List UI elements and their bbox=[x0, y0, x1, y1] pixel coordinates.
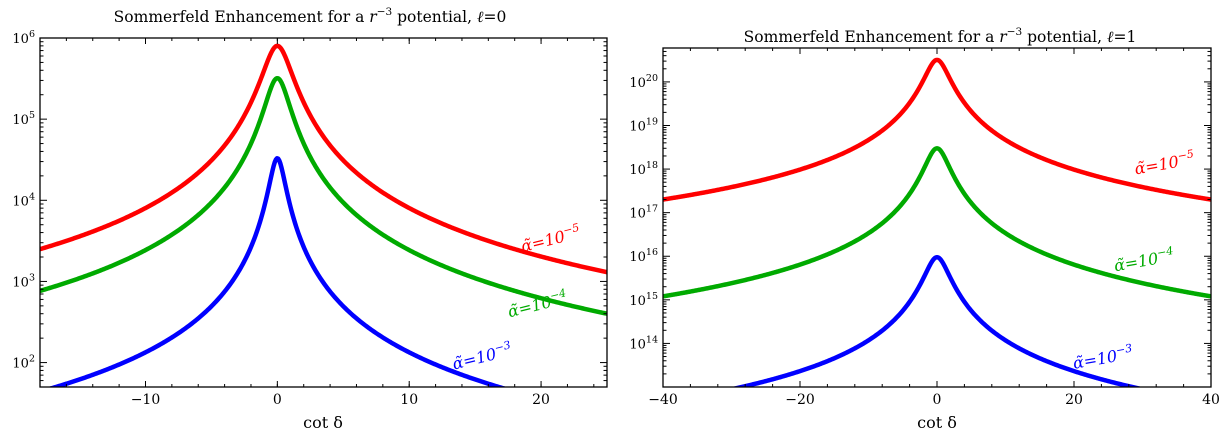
y-tick-label: 104 bbox=[12, 191, 35, 209]
x-axis-ticks: −10 0 10 20 bbox=[39, 38, 595, 408]
series-line-2 bbox=[731, 254, 1143, 387]
title-r: r bbox=[369, 8, 378, 26]
x-tick-label: −20 bbox=[785, 392, 815, 408]
series-labels: α̃=10−5 α̃=10−4 α̃=10−3 bbox=[1071, 147, 1197, 373]
y-tick-label: 1015 bbox=[629, 291, 658, 309]
plot-frame bbox=[39, 37, 608, 388]
y-tick-label: 1019 bbox=[629, 116, 658, 134]
chart-panel-l1: Sommerfeld Enhancement for a r−3 potenti… bbox=[629, 26, 1220, 432]
series-group bbox=[663, 57, 1211, 387]
title-ell: ℓ bbox=[477, 8, 484, 26]
title-text: Sommerfeld Enhancement for a bbox=[744, 28, 1000, 46]
y-tick-label: 1016 bbox=[629, 247, 658, 265]
x-tick-label: 20 bbox=[1065, 392, 1083, 408]
series-group bbox=[40, 43, 607, 387]
y-tick-label: 1017 bbox=[629, 204, 658, 222]
x-tick-label: 0 bbox=[933, 392, 942, 408]
title-text-post: potential, bbox=[1022, 28, 1107, 46]
series-line-2 bbox=[47, 156, 507, 387]
series-label-0: α̃=10−5 bbox=[1133, 147, 1197, 178]
chart-title-l0: Sommerfeld Enhancement for a r−3 potenti… bbox=[114, 6, 507, 26]
x-tick-label: 10 bbox=[400, 392, 418, 408]
x-tick-label: 40 bbox=[1202, 392, 1220, 408]
x-tick-label: −10 bbox=[131, 392, 161, 408]
x-tick-label: 0 bbox=[273, 392, 282, 408]
title-ell: ℓ bbox=[1107, 28, 1114, 46]
series-labels: α̃=10−5α̃=10−4α̃=10−3 bbox=[450, 221, 582, 374]
y-tick-label: 1020 bbox=[629, 73, 658, 91]
series-line-0 bbox=[663, 57, 1211, 202]
x-tick-label: −40 bbox=[648, 392, 678, 408]
plot-frame bbox=[662, 47, 1212, 388]
title-text: Sommerfeld Enhancement for a bbox=[114, 8, 370, 26]
y-tick-label: 103 bbox=[12, 272, 35, 290]
y-tick-label: 106 bbox=[12, 29, 35, 47]
y-tick-label: 1014 bbox=[629, 334, 658, 352]
y-tick-label: 1018 bbox=[629, 160, 658, 178]
title-text-post: potential, bbox=[392, 8, 477, 26]
y-tick-label: 105 bbox=[12, 110, 35, 128]
y-axis-ticks: 102 103 104 105 106 bbox=[12, 29, 607, 388]
title-r: r bbox=[999, 28, 1008, 46]
series-label-1: α̃=10−4 bbox=[1112, 244, 1176, 275]
y-tick-label: 102 bbox=[12, 354, 35, 372]
title-exponent: −3 bbox=[1007, 26, 1022, 38]
series-label-2: α̃=10−3 bbox=[1071, 342, 1135, 373]
title-exponent: −3 bbox=[377, 6, 392, 18]
series-line-1 bbox=[663, 146, 1211, 299]
series-line-0 bbox=[40, 43, 607, 275]
series-line-1 bbox=[40, 75, 607, 316]
title-ell-value: =0 bbox=[483, 8, 506, 26]
y-axis-ticks: 1014 1015 1016 1017 1018 1019 1020 bbox=[629, 47, 1211, 375]
x-tick-label: 20 bbox=[532, 392, 550, 408]
chart-title-l1: Sommerfeld Enhancement for a r−3 potenti… bbox=[744, 26, 1137, 46]
series-label-2: α̃=10−3 bbox=[450, 338, 514, 373]
x-axis-label: cot δ bbox=[303, 413, 343, 432]
chart-panel-l0: Sommerfeld Enhancement for a r−3 potenti… bbox=[12, 6, 608, 432]
x-axis-ticks: −40 −20 0 20 40 bbox=[648, 48, 1220, 408]
title-ell-value: =1 bbox=[1113, 28, 1136, 46]
x-axis-label: cot δ bbox=[917, 413, 957, 432]
series-label-0: α̃=10−5 bbox=[518, 221, 582, 256]
